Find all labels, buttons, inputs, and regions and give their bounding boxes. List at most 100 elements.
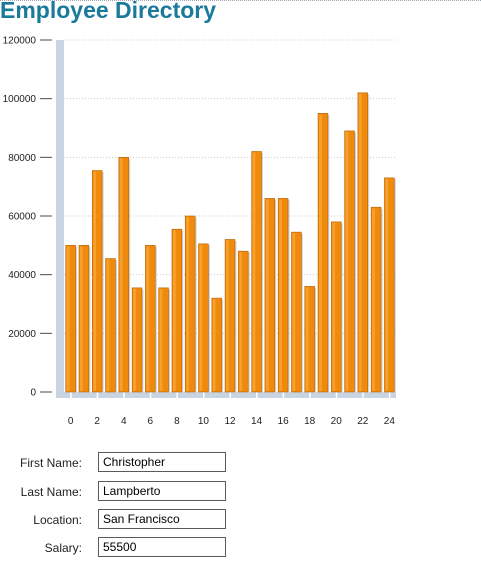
bar-highlight — [265, 199, 269, 391]
last-name-row: Last Name: — [0, 481, 481, 503]
bar[interactable] — [65, 245, 78, 393]
bar-body — [384, 177, 395, 393]
x-tick-label: 12 — [224, 416, 236, 427]
y-axis-band — [56, 40, 64, 398]
bar[interactable] — [91, 170, 104, 393]
salary-row: Salary: — [0, 537, 481, 559]
bar-highlight — [106, 259, 110, 391]
first-name-field[interactable] — [98, 452, 226, 472]
x-tick-mark — [362, 392, 364, 398]
last-name-label: Last Name: — [20, 485, 82, 499]
bar-body — [118, 157, 129, 393]
bar[interactable] — [344, 130, 356, 393]
bar[interactable] — [198, 243, 210, 393]
bar-highlight — [279, 199, 282, 391]
bar-body — [131, 287, 143, 393]
bar[interactable] — [105, 258, 117, 393]
bar-highlight — [239, 252, 243, 391]
bar[interactable] — [145, 245, 157, 393]
bar-highlight — [66, 246, 70, 391]
bar-body — [331, 221, 342, 393]
bar-highlight — [372, 208, 375, 391]
bar[interactable] — [211, 297, 224, 393]
x-axis-band — [56, 392, 396, 398]
x-axis-baseline — [56, 392, 396, 398]
bar-body — [251, 151, 262, 393]
y-tick-label: 40000 — [8, 270, 36, 281]
bar-body — [370, 206, 382, 393]
location-label: Location: — [33, 513, 82, 527]
y-tick-label: 120000 — [3, 36, 37, 47]
bar[interactable] — [238, 250, 250, 393]
bar[interactable] — [171, 228, 184, 393]
bar[interactable] — [251, 151, 263, 393]
location-field[interactable] — [98, 509, 226, 529]
first-name-row: First Name: — [0, 452, 481, 474]
x-tick-label: 8 — [174, 416, 180, 427]
bar-body — [158, 287, 169, 393]
bar-highlight — [186, 217, 189, 391]
y-tick-label: 60000 — [8, 212, 36, 223]
bar-body — [291, 231, 302, 393]
x-tick-label: 24 — [384, 416, 396, 427]
bar-body — [357, 92, 369, 393]
chart-bars — [65, 92, 396, 393]
y-tick-label: 80000 — [8, 153, 36, 164]
bar[interactable] — [158, 287, 171, 393]
bar-body — [198, 243, 209, 393]
last-name-field[interactable] — [98, 481, 226, 501]
x-tick-label: 18 — [304, 416, 316, 427]
bar[interactable] — [317, 113, 330, 393]
bar-highlight — [93, 171, 97, 391]
bar-highlight — [252, 152, 256, 391]
bar-highlight — [385, 178, 389, 391]
x-tick-label: 0 — [68, 416, 74, 427]
y-tick-labels: 0 20000 40000 60000 80000 100000 120000 — [3, 36, 52, 399]
bar-highlight — [292, 233, 296, 391]
y-tick-label: 100000 — [3, 94, 37, 105]
x-tick-label: 14 — [251, 416, 263, 427]
bar-body — [238, 250, 249, 393]
x-tick-label: 10 — [198, 416, 210, 427]
first-name-label: First Name: — [19, 456, 82, 470]
bar[interactable] — [118, 157, 131, 393]
bar-body — [105, 258, 116, 393]
bar-body — [184, 215, 196, 393]
x-tick-mark — [176, 392, 178, 398]
bar[interactable] — [304, 286, 317, 393]
bar[interactable] — [331, 221, 343, 393]
bar-highlight — [358, 93, 362, 392]
salary-field[interactable] — [98, 537, 226, 557]
bar-highlight — [119, 158, 123, 391]
x-tick-mark — [123, 392, 125, 398]
bar-highlight — [80, 246, 83, 391]
page-title: Employee Directory — [0, 0, 217, 23]
bar[interactable] — [370, 206, 383, 393]
bar-highlight — [146, 246, 150, 391]
x-tick-mark — [388, 392, 391, 398]
x-tick-mark — [202, 392, 205, 398]
bar-highlight — [133, 288, 136, 391]
bar[interactable] — [384, 177, 396, 393]
bar[interactable] — [277, 198, 290, 393]
bar-body — [91, 170, 103, 393]
bar-highlight — [212, 299, 216, 391]
bar-body — [78, 245, 90, 393]
bar-highlight — [319, 114, 322, 391]
bar[interactable] — [357, 92, 370, 393]
x-tick-mark — [96, 392, 99, 398]
bar[interactable] — [184, 215, 197, 393]
x-tick-mark — [282, 392, 285, 398]
bar-highlight — [159, 288, 163, 391]
bar[interactable] — [264, 198, 277, 393]
bar[interactable] — [291, 231, 303, 393]
bar[interactable] — [131, 287, 144, 393]
bar[interactable] — [224, 239, 237, 393]
top-divider — [0, 0, 481, 2]
x-tick-label: 2 — [94, 416, 100, 427]
bar-body — [224, 239, 236, 393]
bar-highlight — [345, 131, 349, 391]
bar[interactable] — [78, 245, 91, 393]
bar-body — [317, 113, 329, 393]
